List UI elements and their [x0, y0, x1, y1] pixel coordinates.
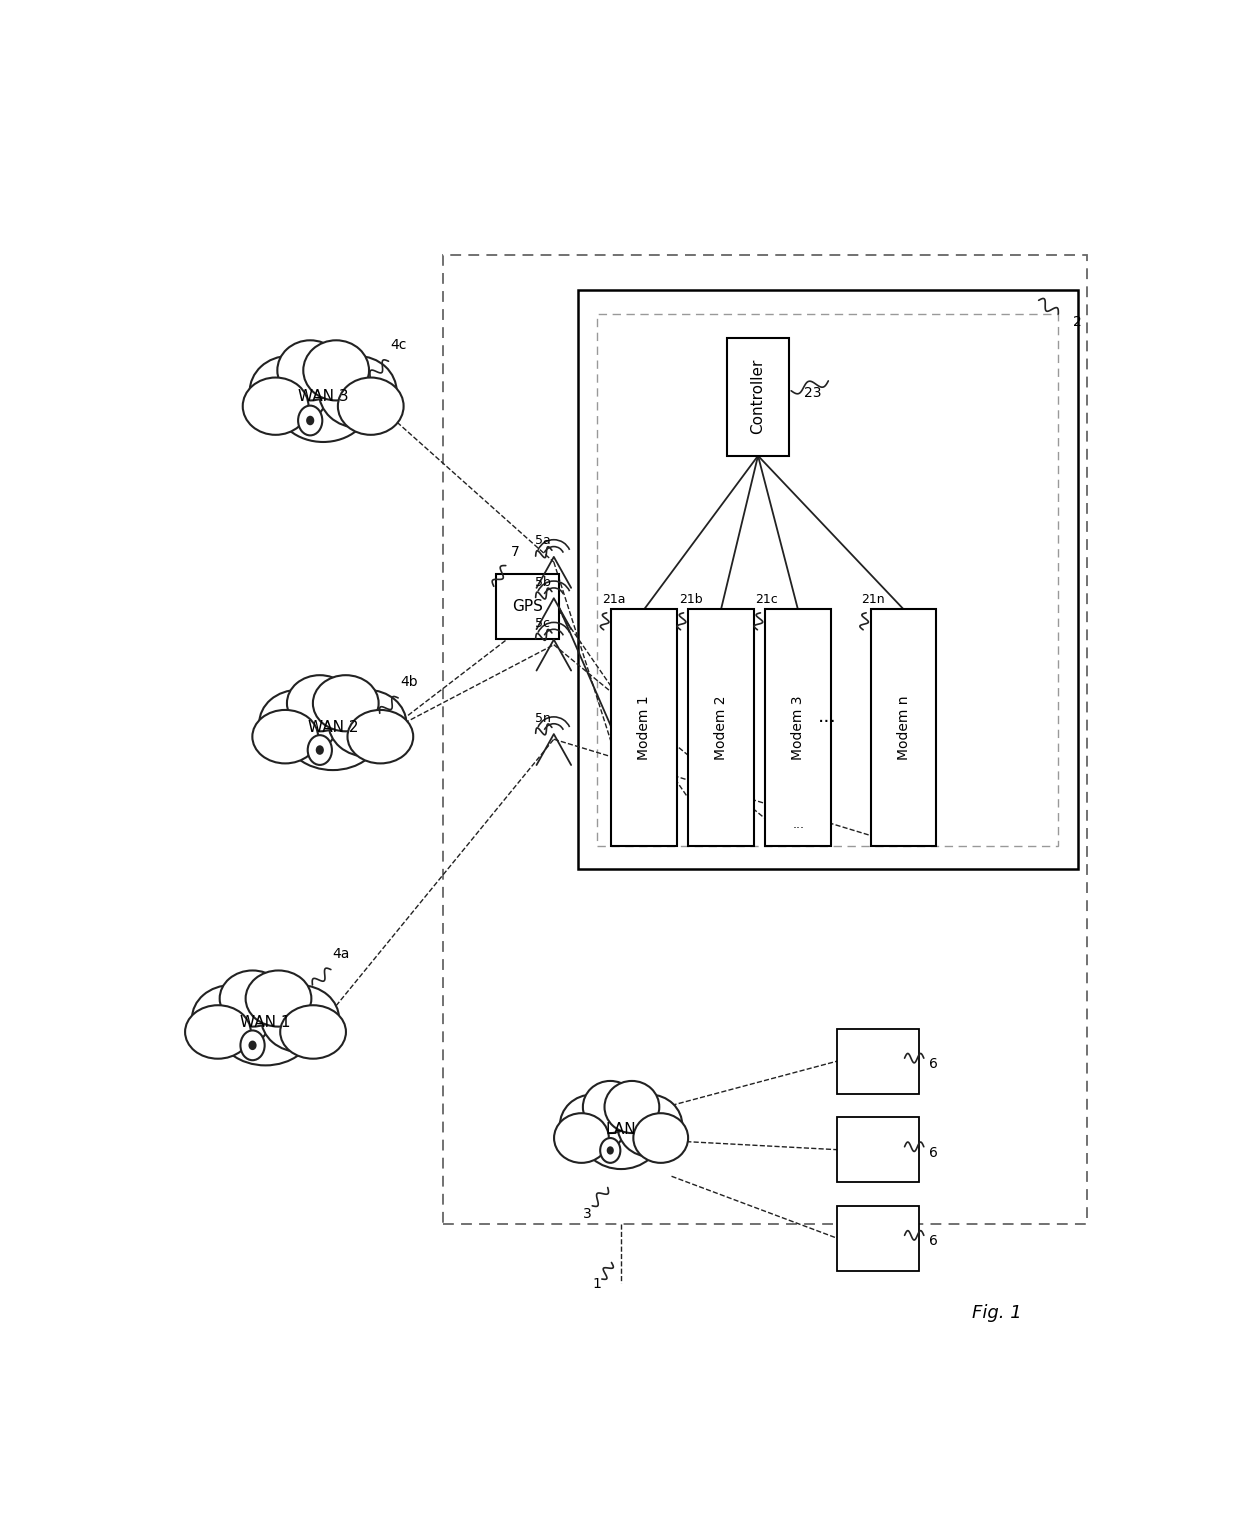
FancyBboxPatch shape: [578, 290, 1078, 870]
Text: Fig. 1: Fig. 1: [972, 1304, 1022, 1322]
FancyBboxPatch shape: [727, 337, 789, 456]
FancyBboxPatch shape: [837, 1029, 919, 1094]
Text: ...: ...: [818, 707, 837, 726]
FancyBboxPatch shape: [870, 609, 936, 845]
Text: WAN 2: WAN 2: [308, 719, 358, 735]
Ellipse shape: [608, 1147, 613, 1154]
Text: Modem 3: Modem 3: [791, 695, 805, 759]
Text: 5a: 5a: [534, 534, 551, 548]
Text: ...: ...: [792, 818, 805, 831]
Text: Controller: Controller: [750, 359, 765, 434]
Text: 21n: 21n: [862, 594, 885, 606]
Text: 23: 23: [804, 385, 821, 400]
Text: 21a: 21a: [601, 594, 625, 606]
Text: Modem 1: Modem 1: [637, 695, 651, 759]
Text: 21c: 21c: [755, 594, 779, 606]
Text: Modem 2: Modem 2: [714, 695, 728, 759]
Text: 7: 7: [511, 545, 520, 560]
Ellipse shape: [308, 417, 314, 425]
Text: LAN: LAN: [606, 1121, 636, 1137]
Text: 6: 6: [929, 1057, 937, 1071]
Text: 3: 3: [583, 1207, 591, 1221]
Ellipse shape: [298, 405, 322, 436]
Text: 5n: 5n: [534, 712, 551, 724]
Text: WAN 3: WAN 3: [298, 390, 348, 403]
Text: WAN 1: WAN 1: [241, 1016, 290, 1031]
FancyBboxPatch shape: [837, 1206, 919, 1270]
Ellipse shape: [249, 1042, 255, 1049]
Text: 4a: 4a: [332, 946, 350, 960]
FancyBboxPatch shape: [611, 609, 677, 845]
FancyBboxPatch shape: [765, 609, 831, 845]
Text: 4b: 4b: [401, 675, 418, 689]
Ellipse shape: [316, 747, 322, 753]
Text: Modem n: Modem n: [897, 695, 910, 759]
Text: 5c: 5c: [534, 617, 549, 630]
Text: 21b: 21b: [678, 594, 702, 606]
FancyBboxPatch shape: [496, 574, 558, 638]
Ellipse shape: [308, 735, 332, 765]
Text: 6: 6: [929, 1146, 937, 1160]
FancyBboxPatch shape: [688, 609, 754, 845]
Text: 5b: 5b: [534, 575, 551, 589]
Ellipse shape: [241, 1031, 264, 1060]
FancyBboxPatch shape: [837, 1117, 919, 1183]
Text: GPS: GPS: [512, 598, 543, 614]
Ellipse shape: [600, 1138, 620, 1163]
Text: 4c: 4c: [391, 339, 407, 353]
Text: 1: 1: [593, 1278, 601, 1292]
Text: 6: 6: [929, 1235, 937, 1249]
Text: 2: 2: [1073, 314, 1081, 328]
